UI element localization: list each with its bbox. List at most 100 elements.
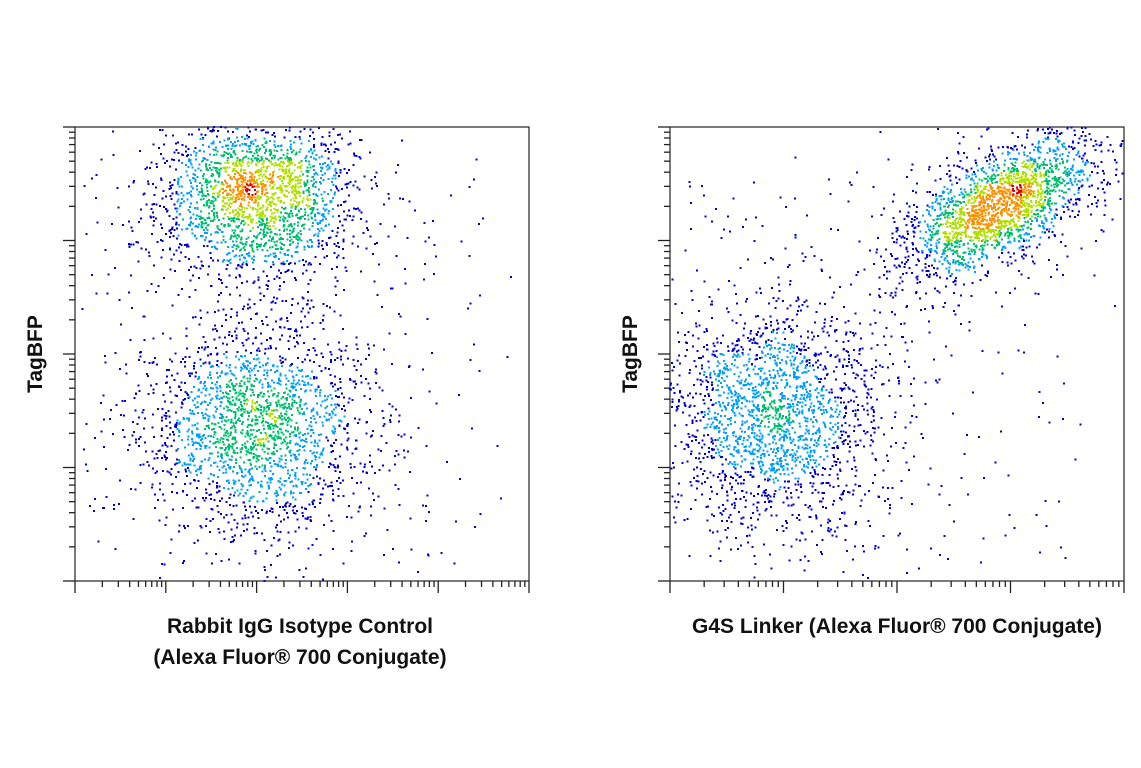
event-dot bbox=[216, 162, 219, 165]
event-dot bbox=[244, 169, 246, 172]
event-dot bbox=[233, 538, 236, 541]
event-dot bbox=[237, 391, 240, 394]
event-dot bbox=[353, 154, 356, 157]
event-dot bbox=[347, 401, 350, 404]
event-dot bbox=[804, 256, 807, 259]
event-dot bbox=[901, 336, 904, 339]
event-dot bbox=[247, 434, 249, 437]
event-dot bbox=[234, 429, 237, 432]
event-dot bbox=[770, 567, 773, 570]
event-dot bbox=[250, 199, 253, 202]
event-dot bbox=[226, 196, 229, 199]
event-dot bbox=[189, 194, 192, 197]
event-dot bbox=[185, 145, 188, 148]
event-dot bbox=[153, 193, 156, 196]
event-dot bbox=[309, 134, 311, 137]
event-dot bbox=[312, 306, 315, 308]
event-dot bbox=[884, 292, 887, 295]
event-dot bbox=[207, 345, 210, 348]
event-dot bbox=[267, 198, 270, 201]
event-dot bbox=[787, 504, 790, 507]
event-dot bbox=[887, 487, 889, 490]
event-dot bbox=[212, 414, 215, 417]
event-dot bbox=[191, 222, 194, 225]
event-dot bbox=[242, 156, 245, 159]
event-dot bbox=[341, 137, 344, 140]
event-dot bbox=[270, 208, 273, 211]
event-dot bbox=[322, 213, 324, 216]
event-dot bbox=[207, 206, 210, 209]
event-dot bbox=[677, 493, 680, 496]
event-dot bbox=[215, 184, 217, 187]
event-dot bbox=[206, 228, 209, 231]
event-dot bbox=[301, 375, 304, 378]
event-dot bbox=[229, 370, 232, 373]
event-dot bbox=[282, 466, 285, 469]
event-dot bbox=[277, 158, 280, 161]
event-dot bbox=[1080, 126, 1083, 129]
event-dot bbox=[248, 171, 251, 174]
event-dot bbox=[410, 548, 413, 551]
event-dot bbox=[675, 506, 678, 509]
event-dot bbox=[335, 406, 337, 409]
event-dot bbox=[300, 142, 303, 145]
event-dot bbox=[238, 224, 241, 227]
event-dot bbox=[257, 198, 260, 201]
event-dot bbox=[368, 354, 371, 357]
event-dot bbox=[294, 188, 297, 191]
event-dot bbox=[247, 459, 250, 462]
event-dot bbox=[267, 486, 270, 489]
event-dot bbox=[266, 206, 269, 209]
event-dot bbox=[232, 449, 235, 452]
event-dot bbox=[317, 127, 320, 130]
event-dot bbox=[253, 440, 256, 442]
event-dot bbox=[204, 236, 207, 239]
event-dot bbox=[283, 281, 286, 283]
event-dot bbox=[294, 443, 297, 446]
event-dot bbox=[430, 351, 433, 354]
event-dot bbox=[249, 130, 251, 133]
event-dot bbox=[274, 438, 276, 441]
event-dot bbox=[193, 464, 196, 467]
event-dot bbox=[231, 403, 233, 406]
event-dot bbox=[266, 324, 269, 327]
event-dot bbox=[813, 255, 816, 258]
event-dot bbox=[254, 128, 257, 131]
event-dot bbox=[1079, 423, 1082, 426]
event-dot bbox=[273, 193, 276, 196]
event-dot bbox=[842, 306, 845, 309]
event-dot bbox=[252, 182, 255, 185]
event-dot bbox=[206, 403, 209, 406]
event-dot bbox=[265, 438, 267, 441]
event-dot bbox=[261, 464, 264, 467]
event-dot bbox=[276, 164, 279, 167]
event-dot bbox=[223, 516, 226, 519]
event-dot bbox=[140, 208, 143, 211]
event-dot bbox=[297, 356, 300, 359]
event-dot bbox=[735, 321, 738, 324]
event-dot bbox=[153, 457, 156, 460]
event-dot bbox=[286, 424, 289, 427]
event-dot bbox=[422, 504, 425, 507]
event-dot bbox=[225, 434, 228, 437]
event-dot bbox=[334, 466, 337, 469]
event-dot bbox=[307, 381, 310, 384]
event-dot bbox=[229, 154, 232, 157]
event-dot bbox=[222, 441, 224, 444]
event-dot bbox=[275, 526, 278, 529]
event-dot bbox=[213, 154, 216, 157]
event-dot bbox=[287, 327, 290, 330]
event-dot bbox=[215, 553, 217, 555]
event-dot bbox=[382, 424, 385, 427]
event-dot bbox=[241, 420, 244, 423]
event-dot bbox=[212, 436, 215, 438]
event-dot bbox=[267, 413, 270, 416]
event-dot bbox=[272, 198, 275, 201]
event-dot bbox=[332, 548, 335, 551]
event-dot bbox=[807, 506, 810, 509]
event-dot bbox=[222, 472, 225, 474]
event-dot bbox=[197, 226, 200, 229]
event-dot bbox=[313, 213, 316, 216]
event-dot bbox=[800, 309, 803, 312]
event-dot bbox=[274, 227, 277, 230]
